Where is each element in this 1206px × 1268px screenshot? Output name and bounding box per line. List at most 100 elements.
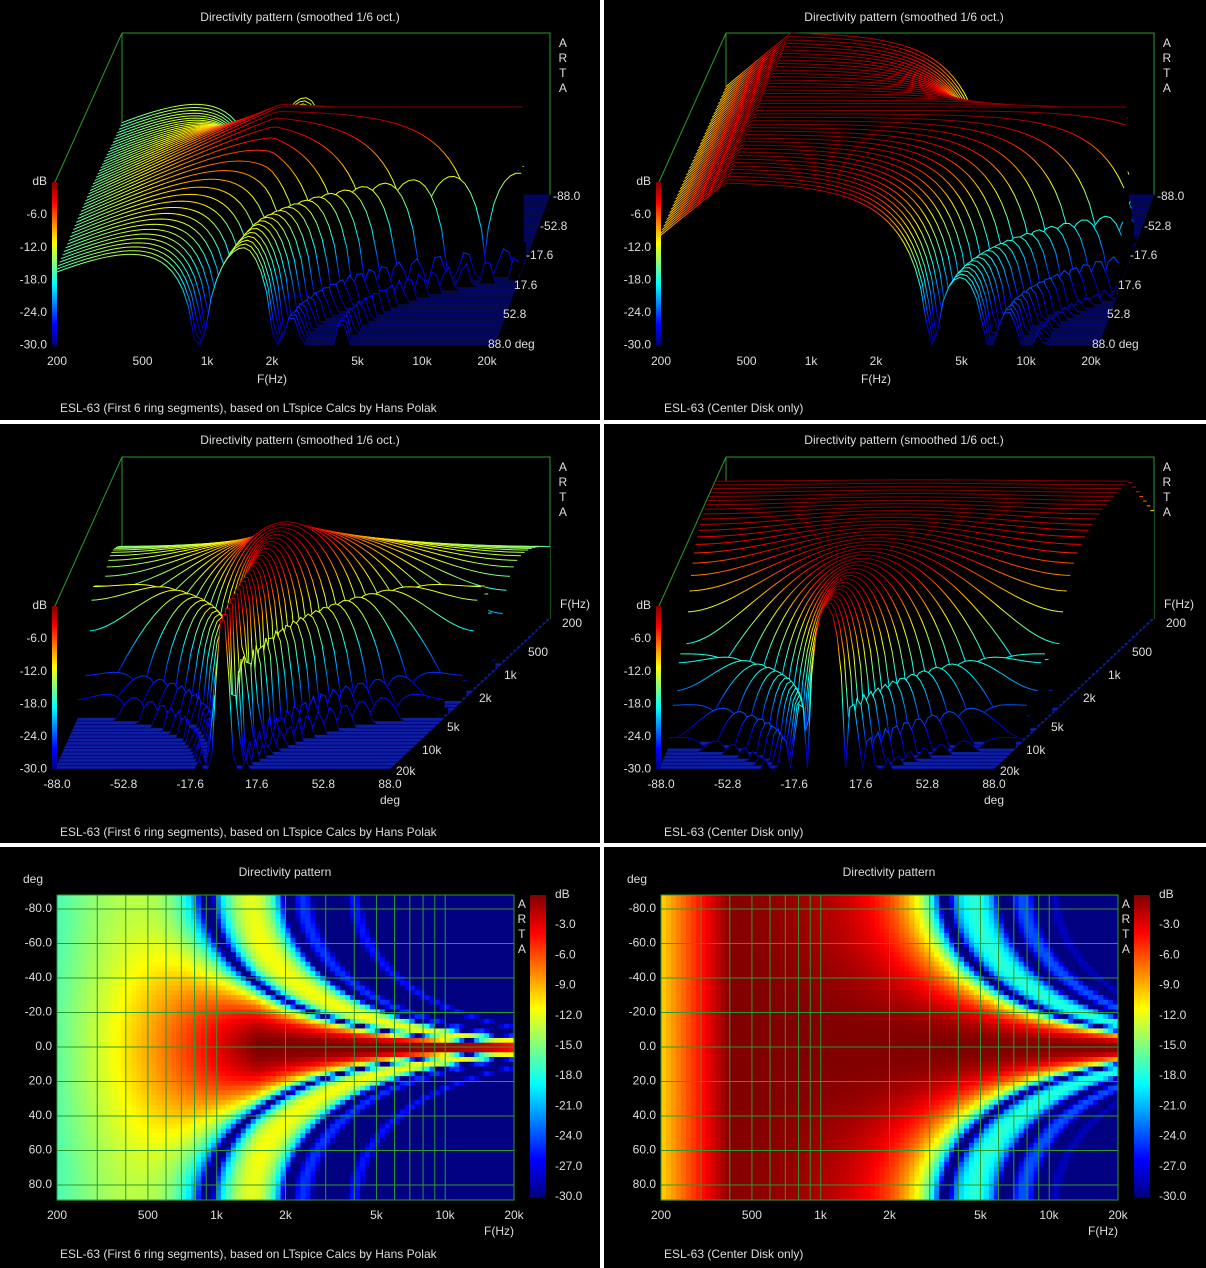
heat-cell bbox=[61, 942, 68, 949]
heat-cell bbox=[141, 971, 148, 977]
heat-cell bbox=[404, 985, 411, 991]
heat-cell bbox=[270, 985, 277, 991]
heat-cell bbox=[424, 1123, 431, 1130]
heat-cell bbox=[479, 1023, 485, 1030]
heat-cell bbox=[424, 1076, 431, 1082]
heat-cell bbox=[131, 966, 138, 972]
heat-cell bbox=[181, 1066, 187, 1072]
heat-cell bbox=[265, 1023, 272, 1030]
heat-cell bbox=[166, 1095, 172, 1101]
heat-cell bbox=[489, 1061, 495, 1068]
heat-cell bbox=[255, 985, 262, 991]
heat-cell bbox=[215, 956, 222, 963]
heat-cell bbox=[364, 976, 371, 982]
heat-cell bbox=[240, 1118, 247, 1125]
heat-cell bbox=[176, 928, 182, 934]
heat-cell bbox=[265, 914, 272, 920]
heat-cell bbox=[409, 980, 416, 987]
heat-cell bbox=[265, 909, 272, 915]
heat-cell bbox=[315, 1076, 321, 1082]
heat-cell bbox=[141, 1114, 148, 1120]
heat-cell bbox=[310, 985, 316, 991]
heat-cell bbox=[186, 995, 192, 1001]
heat-cell bbox=[509, 942, 515, 949]
heat-cell bbox=[444, 899, 451, 906]
heat-cell bbox=[305, 961, 311, 968]
heat-cell bbox=[499, 1080, 505, 1087]
freq-tick-label: 10k bbox=[412, 354, 432, 368]
heat-cell bbox=[315, 914, 321, 920]
heat-cell bbox=[230, 952, 237, 958]
heat-cell bbox=[305, 1004, 311, 1010]
heat-cell bbox=[111, 1080, 118, 1087]
heat-cell bbox=[66, 980, 73, 987]
heat-cell bbox=[245, 1080, 252, 1087]
heat-cell bbox=[96, 1042, 103, 1049]
heat-cell bbox=[206, 918, 212, 925]
heat-cell bbox=[86, 1090, 93, 1096]
heat-cell bbox=[310, 1014, 316, 1020]
heat-cell bbox=[275, 1099, 282, 1106]
heat-cell bbox=[479, 1104, 485, 1111]
heat-cell bbox=[220, 1099, 227, 1106]
heat-cell bbox=[126, 947, 133, 953]
heat-cell bbox=[121, 980, 128, 987]
heat-cell bbox=[444, 1099, 451, 1106]
heat-cell bbox=[310, 942, 316, 949]
heat-cell bbox=[91, 895, 98, 901]
heat-cell bbox=[340, 1118, 346, 1125]
heat-cell bbox=[459, 966, 465, 972]
heat-cell bbox=[186, 1095, 192, 1101]
heat-cell bbox=[394, 999, 401, 1006]
heat-cell bbox=[494, 976, 500, 982]
heat-cell bbox=[131, 1080, 138, 1087]
heat-cell bbox=[369, 1099, 376, 1106]
heat-cell bbox=[335, 1066, 341, 1072]
surface-line bbox=[661, 175, 1102, 339]
heat-cell bbox=[206, 1095, 212, 1101]
heat-cell bbox=[61, 1004, 68, 1010]
heat-cell bbox=[340, 1047, 346, 1053]
heat-cell bbox=[66, 1028, 73, 1034]
heat-cell bbox=[504, 1052, 510, 1058]
panel: Directivity pattern (smoothed 1/6 oct.)d… bbox=[604, 0, 1206, 420]
heat-cell bbox=[86, 980, 93, 987]
heat-cell bbox=[355, 1037, 361, 1044]
heat-cell bbox=[96, 1061, 103, 1068]
heat-cell bbox=[429, 1114, 436, 1120]
heat-cell bbox=[509, 1114, 515, 1120]
heat-cell bbox=[444, 1061, 451, 1068]
heat-cell bbox=[330, 995, 336, 1001]
heat-cell bbox=[369, 918, 376, 925]
heat-cell bbox=[374, 980, 381, 987]
heat-cell bbox=[151, 966, 157, 972]
surface-line bbox=[60, 231, 500, 333]
surface-line bbox=[68, 212, 507, 317]
heat-cell bbox=[250, 1028, 257, 1034]
heat-cell bbox=[176, 914, 182, 920]
heat-cell bbox=[186, 1123, 192, 1130]
heat-cell bbox=[176, 1004, 182, 1010]
heat-cell bbox=[255, 1018, 262, 1025]
heat-cell bbox=[394, 1004, 401, 1010]
heat-cell bbox=[449, 895, 455, 901]
heat-cell bbox=[215, 1057, 222, 1063]
heat-cell bbox=[121, 1018, 128, 1025]
heat-cell bbox=[250, 1057, 257, 1063]
heat-cell bbox=[61, 1028, 68, 1034]
heat-cell bbox=[126, 895, 133, 901]
heat-cell bbox=[459, 909, 465, 915]
heat-cell bbox=[449, 904, 455, 910]
heat-cell bbox=[285, 1076, 292, 1082]
heat-cell bbox=[504, 990, 510, 996]
angle-tick-label: -88.0 bbox=[553, 189, 581, 203]
heat-cell bbox=[374, 1066, 381, 1072]
heat-cell bbox=[300, 904, 306, 910]
heat-cell bbox=[464, 942, 470, 949]
angle-tick-label: -17.6 bbox=[526, 248, 554, 262]
heat-cell bbox=[399, 1004, 406, 1010]
heat-cell bbox=[285, 895, 292, 901]
heat-cell bbox=[364, 1028, 371, 1034]
heat-cell bbox=[340, 1085, 346, 1091]
heat-cell bbox=[141, 1047, 148, 1053]
